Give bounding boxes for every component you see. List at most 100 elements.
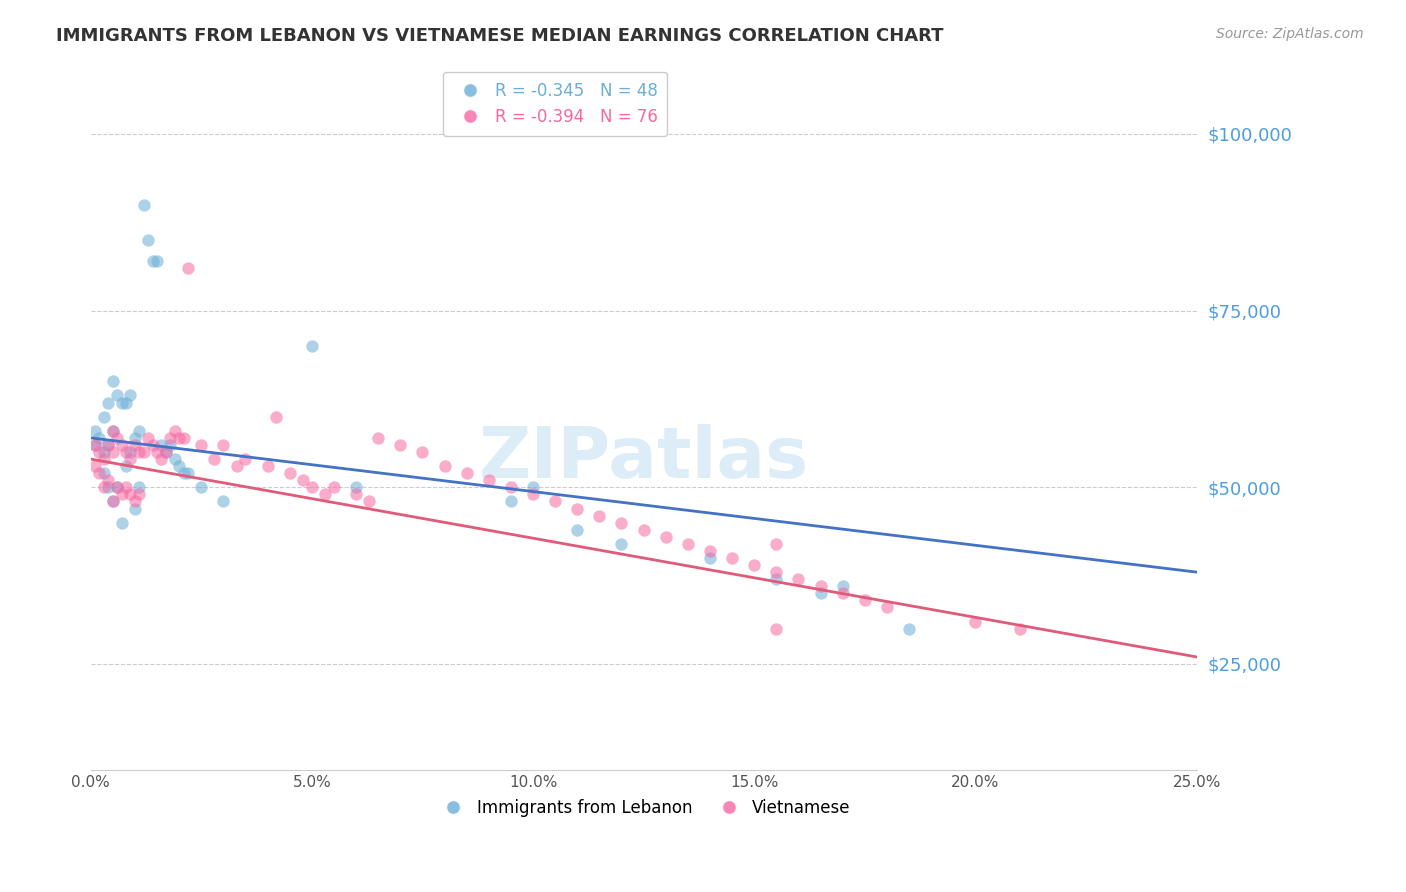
Point <box>163 424 186 438</box>
Point <box>212 438 235 452</box>
Legend: Immigrants from Lebanon, Vietnamese: Immigrants from Lebanon, Vietnamese <box>430 793 858 824</box>
Point <box>204 452 226 467</box>
Point <box>433 459 456 474</box>
Point <box>588 508 610 523</box>
Point <box>128 487 150 501</box>
Point <box>699 551 721 566</box>
Point <box>136 431 159 445</box>
Point <box>699 544 721 558</box>
Point <box>266 409 288 424</box>
Point <box>831 586 853 600</box>
Point <box>89 445 111 459</box>
Point <box>898 622 921 636</box>
Point <box>499 480 522 494</box>
Point <box>120 445 142 459</box>
Point <box>301 339 323 353</box>
Point <box>155 445 177 459</box>
Point <box>323 480 346 494</box>
Point <box>173 431 195 445</box>
Point <box>965 615 987 629</box>
Point <box>212 494 235 508</box>
Point <box>132 197 155 211</box>
Point <box>610 516 633 530</box>
Point <box>101 494 124 508</box>
Point <box>411 445 433 459</box>
Point <box>132 445 155 459</box>
Point <box>159 438 181 452</box>
Point <box>344 487 367 501</box>
Point <box>150 452 173 467</box>
Point <box>810 586 832 600</box>
Point <box>105 431 128 445</box>
Point <box>97 473 120 487</box>
Point <box>1008 622 1031 636</box>
Point <box>105 480 128 494</box>
Point <box>367 431 389 445</box>
Point <box>146 445 169 459</box>
Point <box>344 480 367 494</box>
Point <box>610 537 633 551</box>
Point <box>110 438 132 452</box>
Point <box>84 438 107 452</box>
Point <box>876 600 898 615</box>
Point <box>115 459 138 474</box>
Point <box>787 572 810 586</box>
Point <box>478 473 501 487</box>
Point <box>389 438 412 452</box>
Point <box>291 473 314 487</box>
Point <box>567 501 589 516</box>
Point <box>124 494 146 508</box>
Point <box>128 424 150 438</box>
Text: ZIPatlas: ZIPatlas <box>478 424 808 493</box>
Point <box>124 501 146 516</box>
Point <box>115 395 138 409</box>
Point <box>499 494 522 508</box>
Point <box>89 466 111 480</box>
Point <box>89 431 111 445</box>
Point <box>84 438 107 452</box>
Point <box>93 466 115 480</box>
Point <box>124 438 146 452</box>
Text: IMMIGRANTS FROM LEBANON VS VIETNAMESE MEDIAN EARNINGS CORRELATION CHART: IMMIGRANTS FROM LEBANON VS VIETNAMESE ME… <box>56 27 943 45</box>
Point <box>654 530 676 544</box>
Point <box>93 409 115 424</box>
Point <box>522 480 544 494</box>
Point <box>225 459 247 474</box>
Point <box>676 537 699 551</box>
Point <box>124 431 146 445</box>
Point <box>115 480 138 494</box>
Point <box>110 487 132 501</box>
Point <box>159 431 181 445</box>
Point <box>101 424 124 438</box>
Point <box>120 388 142 402</box>
Point <box>359 494 381 508</box>
Point <box>765 537 787 551</box>
Point <box>173 466 195 480</box>
Point <box>120 452 142 467</box>
Point <box>314 487 336 501</box>
Point <box>633 523 655 537</box>
Point <box>567 523 589 537</box>
Point <box>105 480 128 494</box>
Point <box>93 445 115 459</box>
Point <box>150 438 173 452</box>
Point <box>256 459 278 474</box>
Point <box>235 452 257 467</box>
Point <box>97 395 120 409</box>
Point <box>163 452 186 467</box>
Point <box>765 572 787 586</box>
Point <box>522 487 544 501</box>
Point <box>93 480 115 494</box>
Point <box>97 480 120 494</box>
Point <box>101 494 124 508</box>
Point <box>115 445 138 459</box>
Point <box>128 480 150 494</box>
Point <box>120 487 142 501</box>
Point <box>167 459 190 474</box>
Point <box>190 480 212 494</box>
Point <box>146 254 169 268</box>
Point <box>110 516 132 530</box>
Point <box>155 445 177 459</box>
Point <box>810 579 832 593</box>
Point <box>278 466 301 480</box>
